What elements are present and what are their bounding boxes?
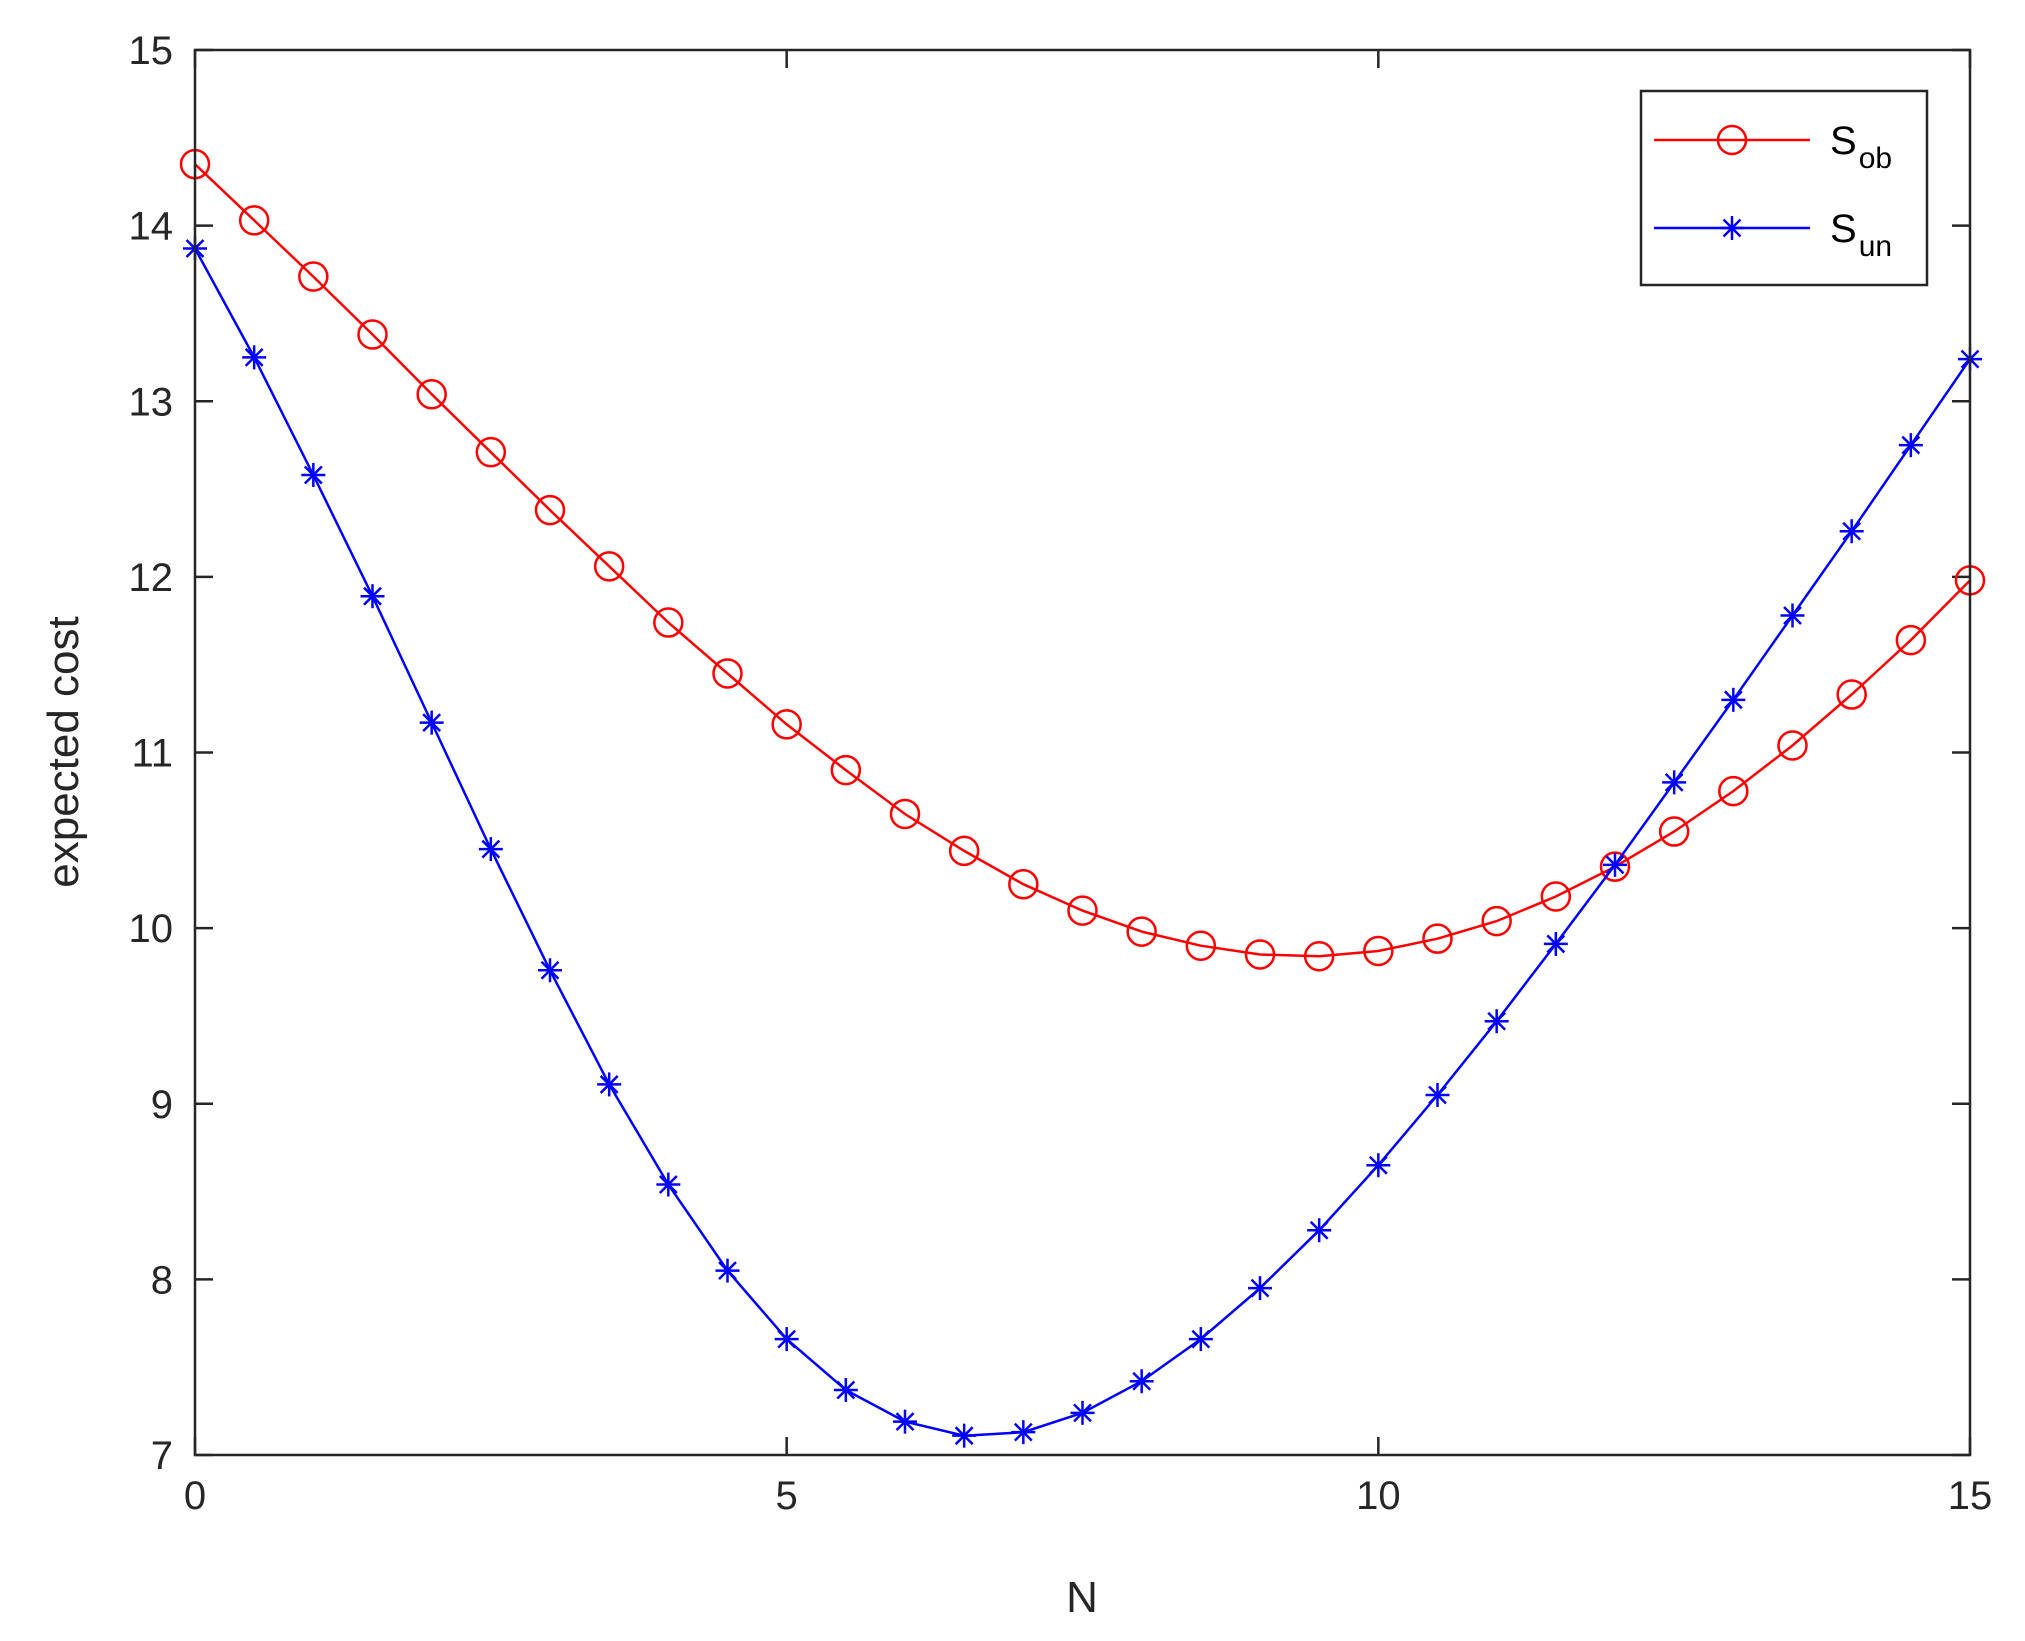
data-point-s-ob bbox=[475, 436, 507, 468]
data-point-s-un bbox=[1248, 1276, 1272, 1301]
tick-labels: 0 5 10 15 7 8 9 10 11 12 13 14 15 bbox=[129, 29, 1993, 1518]
data-point-s-un bbox=[1070, 1400, 1095, 1425]
data-point-s-ob bbox=[1599, 851, 1631, 882]
y-tick-label: 13 bbox=[129, 380, 174, 424]
data-point-s-ob bbox=[889, 798, 921, 830]
y-tick-label: 7 bbox=[151, 1434, 173, 1478]
data-point-s-un bbox=[715, 1258, 740, 1283]
x-tick-label: 10 bbox=[1356, 1474, 1401, 1518]
y-tick-label: 15 bbox=[129, 29, 174, 73]
data-point-s-un bbox=[774, 1327, 799, 1352]
y-tick-label: 11 bbox=[131, 732, 173, 776]
data-point-s-un bbox=[1188, 1327, 1213, 1352]
data-point-s-ob bbox=[1658, 816, 1690, 847]
y-tick-label: 8 bbox=[151, 1258, 173, 1302]
data-point-s-un bbox=[1366, 1153, 1391, 1178]
data-point-s-un bbox=[419, 710, 444, 735]
plot-area: 0 5 10 15 7 8 9 10 11 12 13 14 15 bbox=[129, 29, 1993, 1518]
data-point-s-ob bbox=[1363, 935, 1394, 967]
data-point-s-ob bbox=[593, 551, 625, 582]
data-point-s-ob bbox=[298, 261, 329, 292]
data-point-s-ob bbox=[1185, 930, 1217, 961]
data-point-s-un bbox=[1839, 519, 1864, 544]
data-point-s-un bbox=[1543, 931, 1568, 956]
data-point-s-un bbox=[1129, 1369, 1154, 1394]
data-point-s-ob bbox=[1422, 923, 1453, 954]
data-point-s-ob bbox=[1718, 775, 1749, 807]
data-point-s-un bbox=[1898, 433, 1923, 458]
data-point-s-ob bbox=[1836, 679, 1867, 710]
data-point-s-un bbox=[597, 1072, 622, 1097]
x-tick-label: 0 bbox=[184, 1474, 206, 1518]
legend-marker bbox=[1716, 124, 1748, 156]
data-point-s-un bbox=[1780, 603, 1805, 628]
data-point-s-ob bbox=[357, 319, 388, 350]
data-point-s-un bbox=[478, 837, 503, 862]
legend-box bbox=[1639, 89, 1929, 287]
data-point-s-un bbox=[1307, 1218, 1332, 1243]
y-tick-label: 10 bbox=[129, 907, 174, 951]
data-point-s-un bbox=[360, 584, 385, 609]
x-tick-label: 5 bbox=[776, 1474, 798, 1518]
data-point-s-un bbox=[1484, 1009, 1509, 1034]
x-tick-label: 15 bbox=[1948, 1474, 1993, 1518]
data-point-s-un bbox=[1721, 687, 1746, 712]
data-point-s-un bbox=[538, 958, 562, 983]
data-point-s-un bbox=[1011, 1420, 1036, 1445]
data-point-s-un bbox=[656, 1172, 681, 1197]
data-point-s-ob bbox=[1777, 730, 1808, 761]
data-point-s-ob bbox=[1067, 895, 1098, 926]
axes-box bbox=[193, 48, 1972, 1457]
y-axis-label: expected cost bbox=[39, 616, 88, 888]
data-point-s-un bbox=[1662, 770, 1687, 795]
data-point-s-un bbox=[893, 1409, 917, 1434]
data-point-s-ob bbox=[1481, 905, 1512, 937]
series-line-s-ob bbox=[194, 163, 1971, 958]
series-layer bbox=[179, 148, 1986, 1448]
data-point-s-ob bbox=[653, 607, 684, 638]
data-point-s-un bbox=[242, 345, 267, 370]
legend-marker bbox=[1720, 216, 1744, 240]
y-tick-label: 14 bbox=[129, 205, 174, 249]
data-point-s-ob bbox=[534, 494, 566, 526]
series-s-un bbox=[183, 236, 1982, 1448]
data-point-s-un bbox=[952, 1423, 977, 1448]
data-point-s-ob bbox=[830, 754, 862, 786]
data-point-s-ob bbox=[771, 709, 802, 740]
y-tick-label: 9 bbox=[151, 1083, 173, 1127]
data-point-s-ob bbox=[416, 378, 447, 410]
data-point-s-un bbox=[1603, 852, 1627, 877]
data-point-s-ob bbox=[1895, 624, 1927, 656]
data-point-s-ob bbox=[1244, 939, 1276, 970]
data-point-s-ob bbox=[1126, 916, 1157, 947]
x-axis-label: N bbox=[1066, 1573, 1098, 1622]
data-point-s-un bbox=[1425, 1082, 1450, 1107]
data-point-s-ob bbox=[948, 835, 980, 867]
data-point-s-ob bbox=[1008, 868, 1039, 900]
data-point-s-ob bbox=[1303, 940, 1335, 972]
data-point-s-un bbox=[833, 1378, 858, 1403]
data-point-s-ob bbox=[238, 205, 270, 236]
data-point-s-un bbox=[301, 463, 326, 488]
data-point-s-ob bbox=[1540, 881, 1572, 912]
y-tick-label: 12 bbox=[129, 556, 174, 600]
data-point-s-ob bbox=[712, 658, 743, 689]
